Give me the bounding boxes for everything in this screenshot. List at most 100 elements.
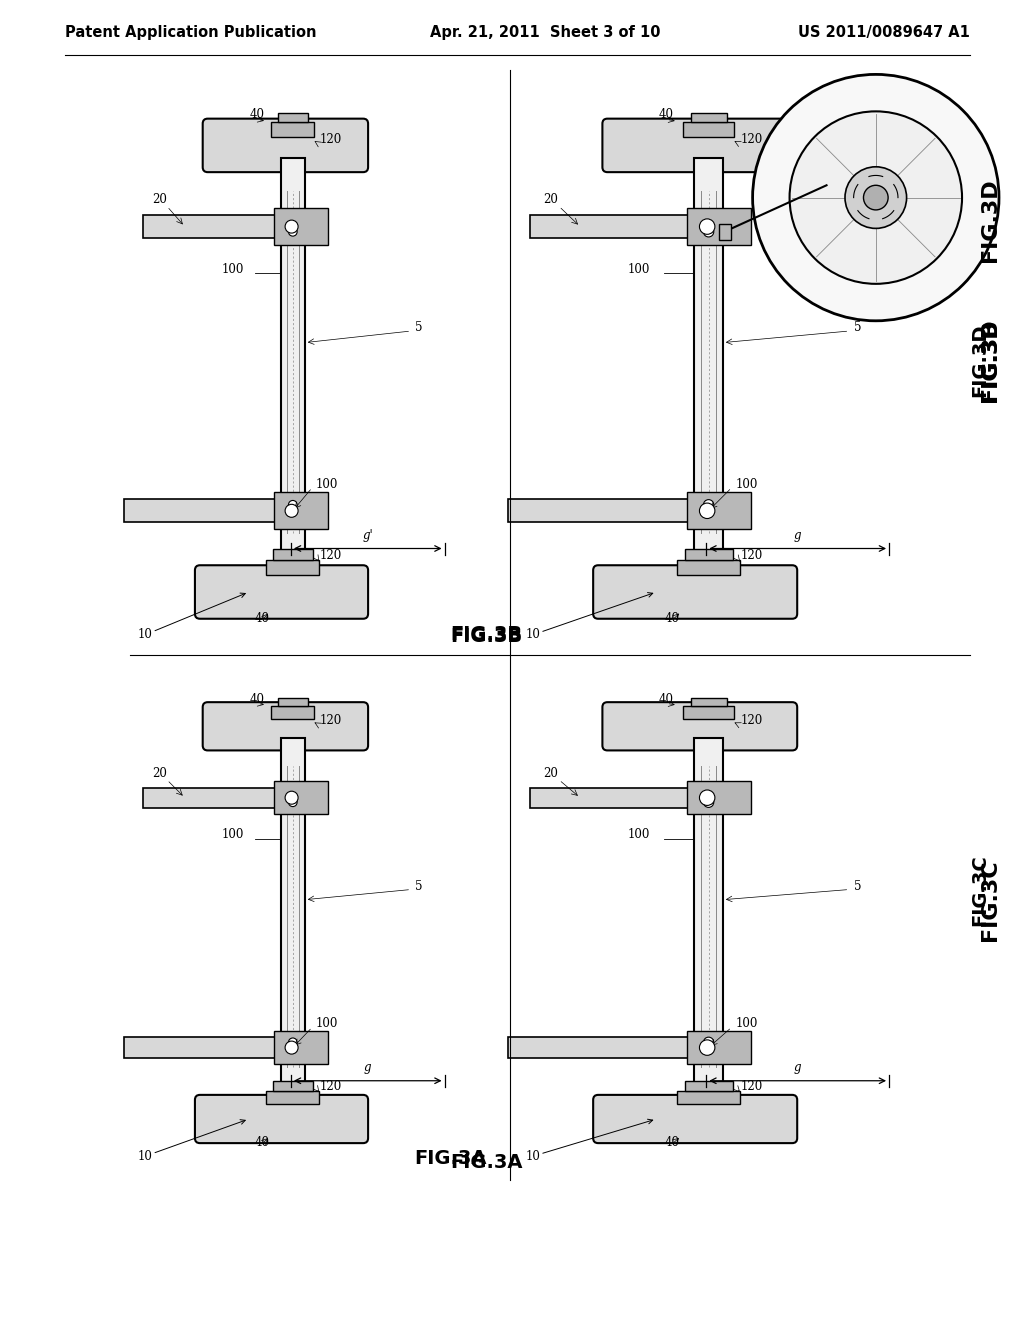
Text: g: g xyxy=(794,528,802,541)
Circle shape xyxy=(845,166,906,228)
Circle shape xyxy=(699,219,715,235)
Circle shape xyxy=(289,500,297,510)
Circle shape xyxy=(285,504,298,517)
Text: 100: 100 xyxy=(628,263,650,276)
Text: 5: 5 xyxy=(854,879,862,892)
Text: 20: 20 xyxy=(543,767,558,780)
Text: Patent Application Publication: Patent Application Publication xyxy=(65,25,316,40)
Bar xyxy=(274,492,329,529)
Bar xyxy=(686,492,751,529)
Text: 40: 40 xyxy=(255,612,269,626)
Circle shape xyxy=(703,500,714,510)
Bar xyxy=(278,112,308,123)
Circle shape xyxy=(289,227,297,236)
Text: US 2011/0089647 A1: US 2011/0089647 A1 xyxy=(798,25,970,40)
Bar xyxy=(530,788,697,808)
Text: FIG.3D: FIG.3D xyxy=(980,318,1000,401)
Text: g': g' xyxy=(362,528,373,541)
Bar xyxy=(271,706,314,718)
Text: FIG.3B: FIG.3B xyxy=(450,627,522,645)
Text: 120: 120 xyxy=(319,133,342,147)
Text: 100: 100 xyxy=(628,829,650,842)
Bar xyxy=(124,499,284,523)
Circle shape xyxy=(285,1041,298,1055)
Text: FIG.3C: FIG.3C xyxy=(971,854,989,925)
Circle shape xyxy=(289,1038,297,1047)
Circle shape xyxy=(703,1038,714,1048)
Bar xyxy=(281,158,305,566)
Bar xyxy=(686,209,751,246)
Circle shape xyxy=(863,185,888,210)
FancyBboxPatch shape xyxy=(195,565,368,619)
Text: 40: 40 xyxy=(659,108,674,121)
Text: Apr. 21, 2011  Sheet 3 of 10: Apr. 21, 2011 Sheet 3 of 10 xyxy=(430,25,660,40)
FancyBboxPatch shape xyxy=(203,702,368,751)
Bar xyxy=(266,560,319,574)
Bar xyxy=(683,123,734,137)
Circle shape xyxy=(289,797,297,807)
Text: 120: 120 xyxy=(740,714,763,727)
Bar xyxy=(677,560,740,574)
Bar xyxy=(683,706,734,718)
Text: 40: 40 xyxy=(665,612,680,626)
Text: g: g xyxy=(794,1061,802,1073)
Text: 120: 120 xyxy=(740,1080,763,1093)
Bar xyxy=(694,158,723,566)
Circle shape xyxy=(699,503,715,519)
Bar xyxy=(278,697,308,706)
FancyBboxPatch shape xyxy=(602,119,798,172)
Bar xyxy=(690,112,727,123)
Text: 100: 100 xyxy=(736,1018,759,1030)
Text: FIG.3C: FIG.3C xyxy=(980,859,1000,941)
Text: 120: 120 xyxy=(740,549,763,562)
Bar xyxy=(508,499,697,523)
FancyBboxPatch shape xyxy=(593,1094,798,1143)
Circle shape xyxy=(790,111,962,284)
Bar xyxy=(685,1081,732,1092)
Text: 120: 120 xyxy=(319,714,342,727)
Text: 100: 100 xyxy=(221,829,244,842)
Bar xyxy=(508,1038,697,1057)
Bar xyxy=(274,209,329,246)
Text: 5: 5 xyxy=(415,321,422,334)
Circle shape xyxy=(703,227,714,236)
Text: 20: 20 xyxy=(153,194,167,206)
Text: 100: 100 xyxy=(221,263,244,276)
Bar xyxy=(530,215,697,238)
Bar xyxy=(686,781,751,814)
Circle shape xyxy=(753,74,999,321)
Text: 40: 40 xyxy=(659,693,674,706)
Bar xyxy=(719,224,731,240)
Bar xyxy=(690,697,727,706)
Circle shape xyxy=(285,220,298,234)
Text: 10: 10 xyxy=(137,1119,245,1163)
Circle shape xyxy=(699,789,715,805)
Bar xyxy=(124,1038,284,1057)
Text: 120: 120 xyxy=(740,133,763,147)
Circle shape xyxy=(699,1040,715,1055)
Bar xyxy=(685,549,732,560)
Bar xyxy=(677,1092,740,1104)
Bar xyxy=(266,1092,319,1104)
Text: 5: 5 xyxy=(415,879,422,892)
Text: 40: 40 xyxy=(250,108,265,121)
Text: FIG.3D: FIG.3D xyxy=(980,178,1000,261)
Text: 10: 10 xyxy=(525,593,652,642)
FancyBboxPatch shape xyxy=(195,1094,368,1143)
Text: FIG.3B: FIG.3B xyxy=(450,624,522,644)
Bar xyxy=(694,738,723,1096)
Circle shape xyxy=(703,797,714,808)
Bar xyxy=(142,215,284,238)
Bar xyxy=(274,781,329,814)
Text: g: g xyxy=(364,1061,372,1073)
FancyBboxPatch shape xyxy=(593,565,798,619)
Text: 100: 100 xyxy=(316,478,338,491)
Text: FIG.3A: FIG.3A xyxy=(450,1152,522,1172)
Text: 5: 5 xyxy=(854,321,862,334)
Text: 10: 10 xyxy=(137,593,246,642)
Text: 20: 20 xyxy=(153,767,167,780)
Text: 40: 40 xyxy=(665,1135,680,1148)
Text: FIG.3A: FIG.3A xyxy=(414,1148,486,1167)
Bar xyxy=(272,549,313,560)
Bar xyxy=(271,123,314,137)
